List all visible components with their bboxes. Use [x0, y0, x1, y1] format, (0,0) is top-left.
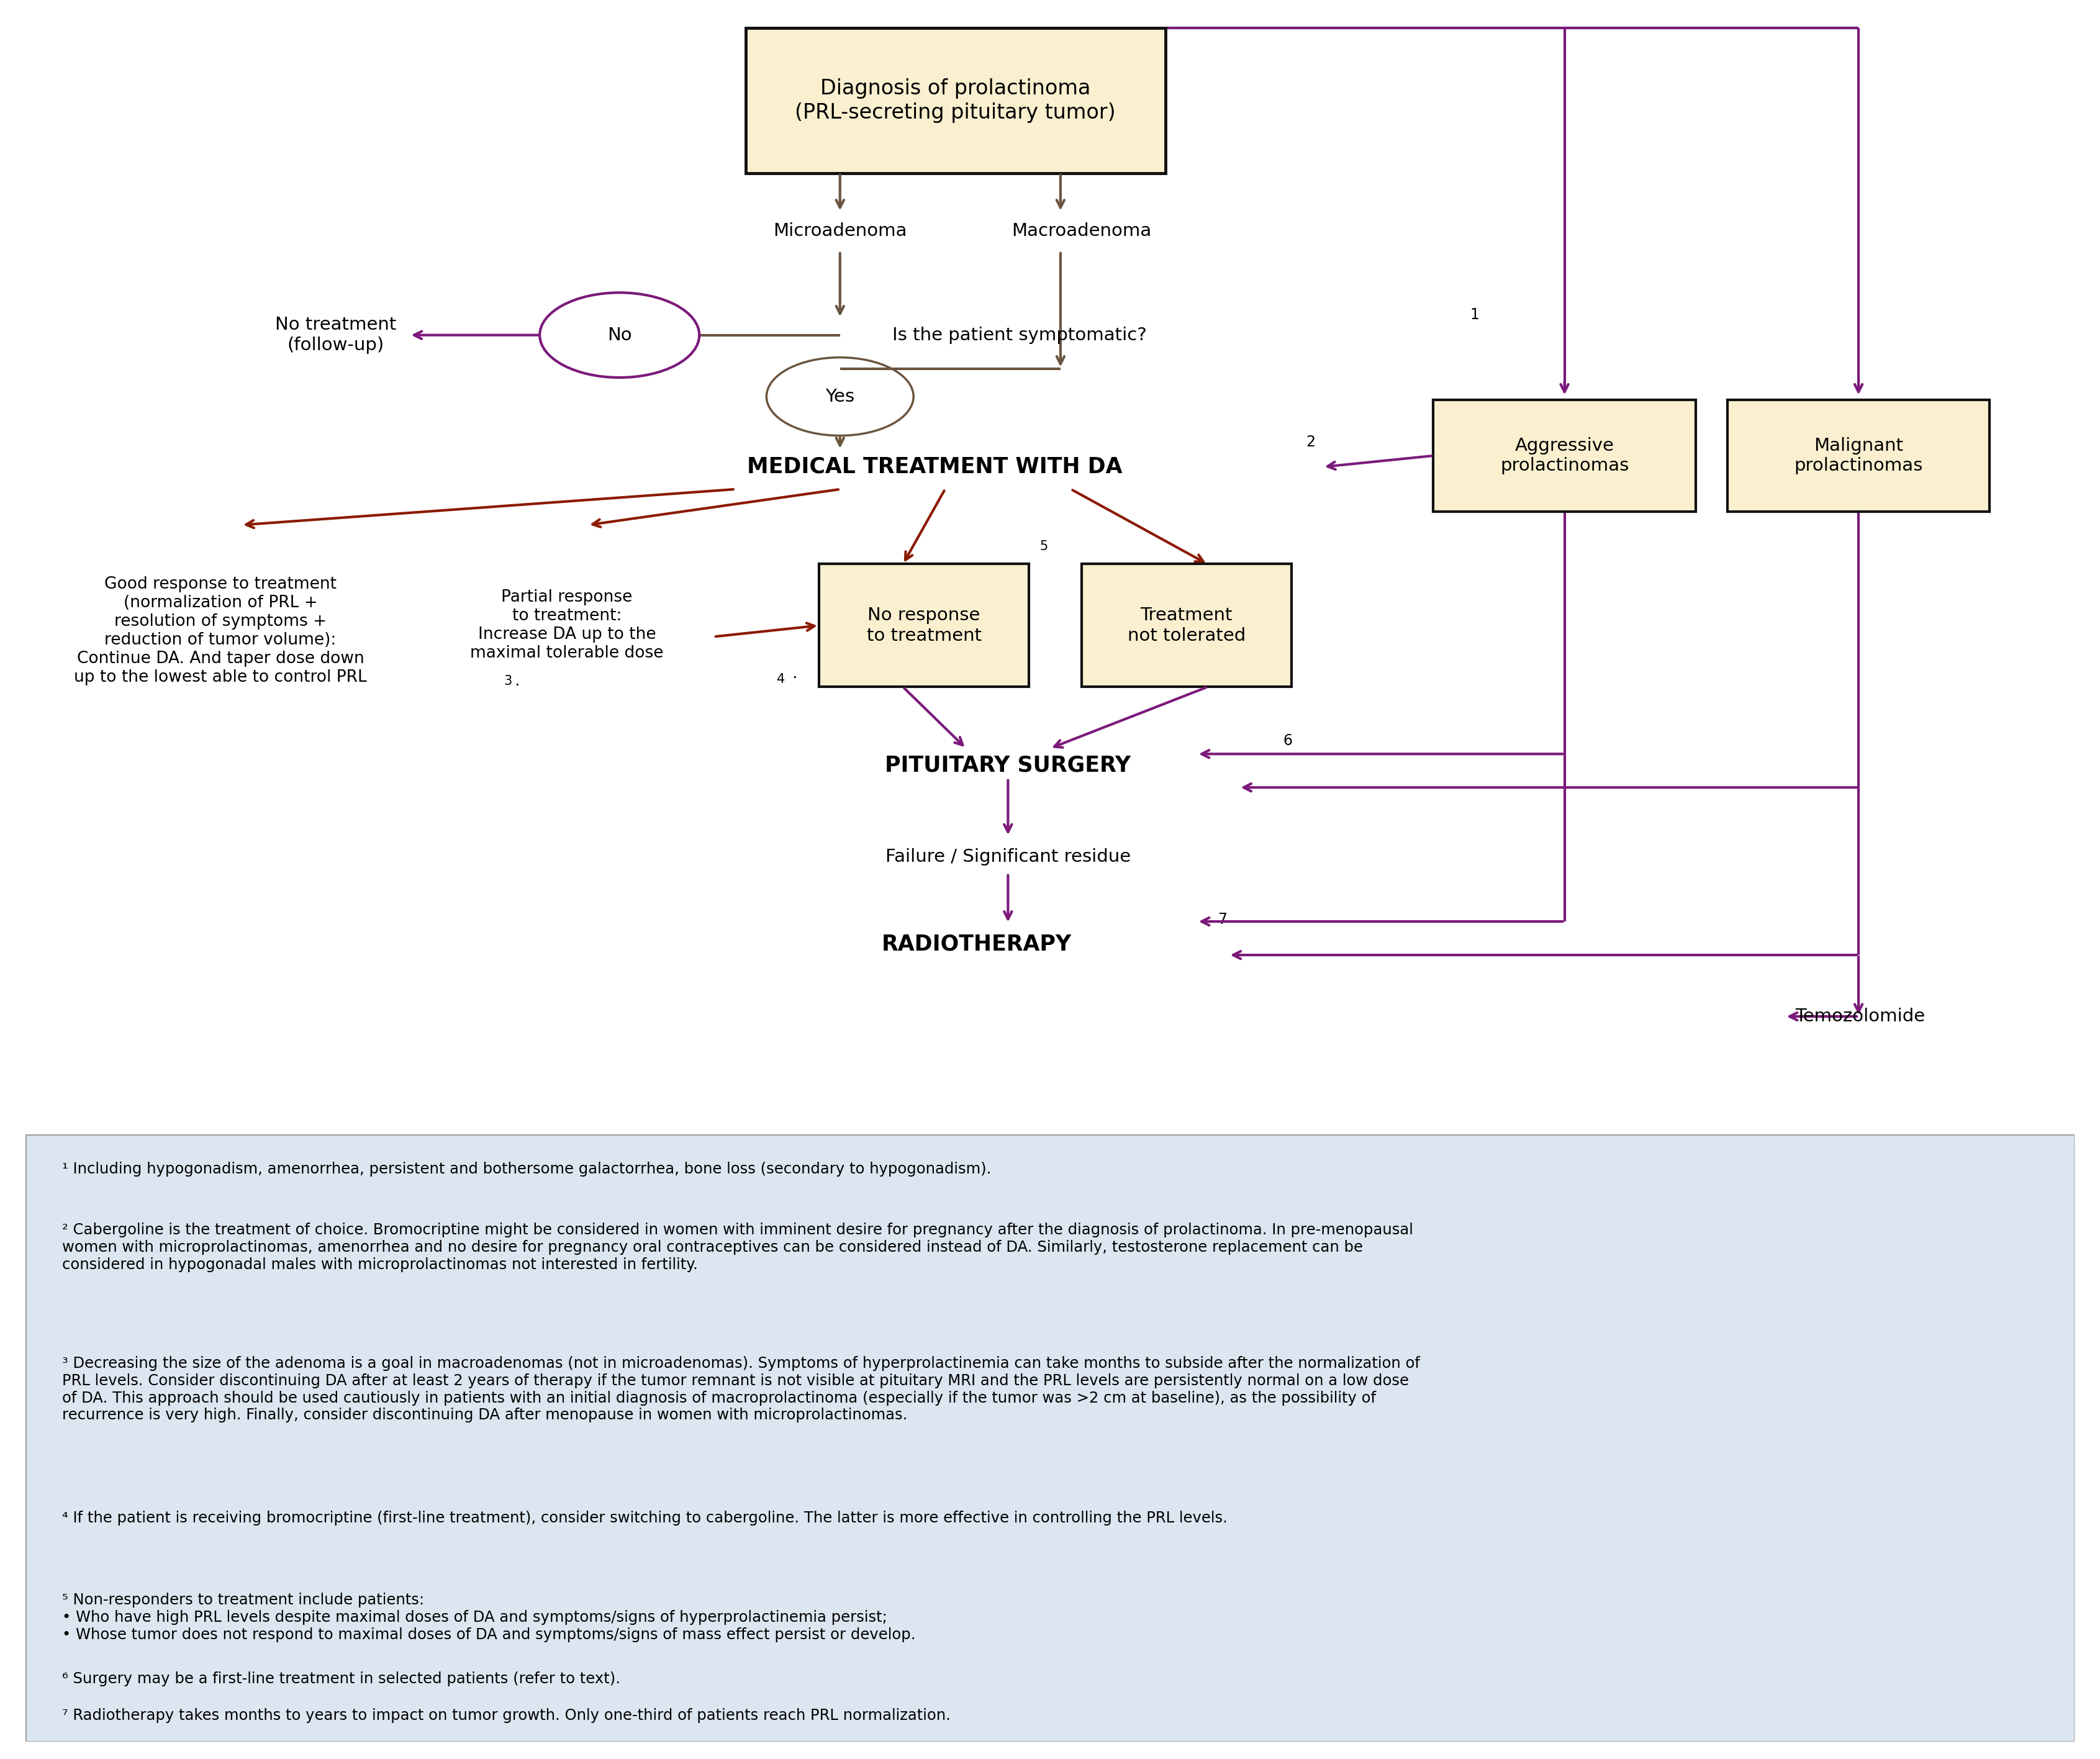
Text: .: . [514, 674, 521, 690]
Text: ¹ Including hypogonadism, amenorrhea, persistent and bothersome galactorrhea, bo: ¹ Including hypogonadism, amenorrhea, pe… [63, 1163, 991, 1177]
Text: ⁷ Radiotherapy takes months to years to impact on tumor growth. Only one-third o: ⁷ Radiotherapy takes months to years to … [63, 1708, 951, 1722]
Text: Good response to treatment
(normalization of PRL +
resolution of symptoms +
redu: Good response to treatment (normalizatio… [74, 577, 367, 686]
Text: 3: 3 [504, 675, 512, 688]
Text: No response
to treatment: No response to treatment [867, 607, 981, 644]
FancyBboxPatch shape [1728, 399, 1991, 512]
FancyBboxPatch shape [746, 28, 1166, 172]
Text: Yes: Yes [825, 387, 855, 405]
Text: Microadenoma: Microadenoma [773, 223, 907, 239]
Text: Is the patient symptomatic?: Is the patient symptomatic? [892, 327, 1153, 343]
Text: Malignant
prolactinomas: Malignant prolactinomas [1793, 436, 1924, 475]
Text: RADIOTHERAPY: RADIOTHERAPY [882, 934, 1071, 955]
Text: Treatment
not tolerated: Treatment not tolerated [1128, 607, 1245, 644]
Text: Macroadenoma: Macroadenoma [1012, 223, 1151, 239]
Text: 5: 5 [1040, 540, 1048, 552]
Text: Partial response
to treatment:
Increase DA up to the
maximal tolerable dose: Partial response to treatment: Increase … [470, 589, 664, 661]
Text: Diagnosis of prolactinoma
(PRL-secreting pituitary tumor): Diagnosis of prolactinoma (PRL-secreting… [796, 79, 1115, 123]
Text: No: No [607, 327, 632, 343]
Text: Aggressive
prolactinomas: Aggressive prolactinomas [1499, 436, 1630, 475]
Text: 6: 6 [1283, 734, 1292, 748]
Text: ³ Decreasing the size of the adenoma is a goal in macroadenomas (not in microade: ³ Decreasing the size of the adenoma is … [63, 1356, 1420, 1423]
Text: ⁵ Non-responders to treatment include patients:
• Who have high PRL levels despi: ⁵ Non-responders to treatment include pa… [63, 1592, 916, 1643]
Text: 1: 1 [1470, 308, 1478, 322]
Text: 7: 7 [1218, 911, 1226, 927]
Text: 2: 2 [1306, 434, 1315, 450]
Text: No treatment
(follow-up): No treatment (follow-up) [275, 317, 397, 354]
FancyBboxPatch shape [1434, 399, 1697, 512]
Text: Temozolomide: Temozolomide [1796, 1008, 1926, 1025]
Text: MEDICAL TREATMENT WITH DA: MEDICAL TREATMENT WITH DA [748, 456, 1121, 477]
FancyBboxPatch shape [1082, 565, 1292, 688]
Text: .: . [792, 665, 798, 681]
FancyBboxPatch shape [25, 1135, 2075, 1741]
Text: ⁴ If the patient is receiving bromocriptine (first-line treatment), consider swi: ⁴ If the patient is receiving bromocript… [63, 1511, 1228, 1525]
Text: Failure / Significant residue: Failure / Significant residue [886, 848, 1130, 865]
FancyBboxPatch shape [819, 565, 1029, 688]
Text: ² Cabergoline is the treatment of choice. Bromocriptine might be considered in w: ² Cabergoline is the treatment of choice… [63, 1223, 1413, 1272]
Text: 4: 4 [777, 674, 785, 686]
Text: ⁶ Surgery may be a first-line treatment in selected patients (refer to text).: ⁶ Surgery may be a first-line treatment … [63, 1671, 620, 1687]
Text: PITUITARY SURGERY: PITUITARY SURGERY [884, 755, 1132, 776]
